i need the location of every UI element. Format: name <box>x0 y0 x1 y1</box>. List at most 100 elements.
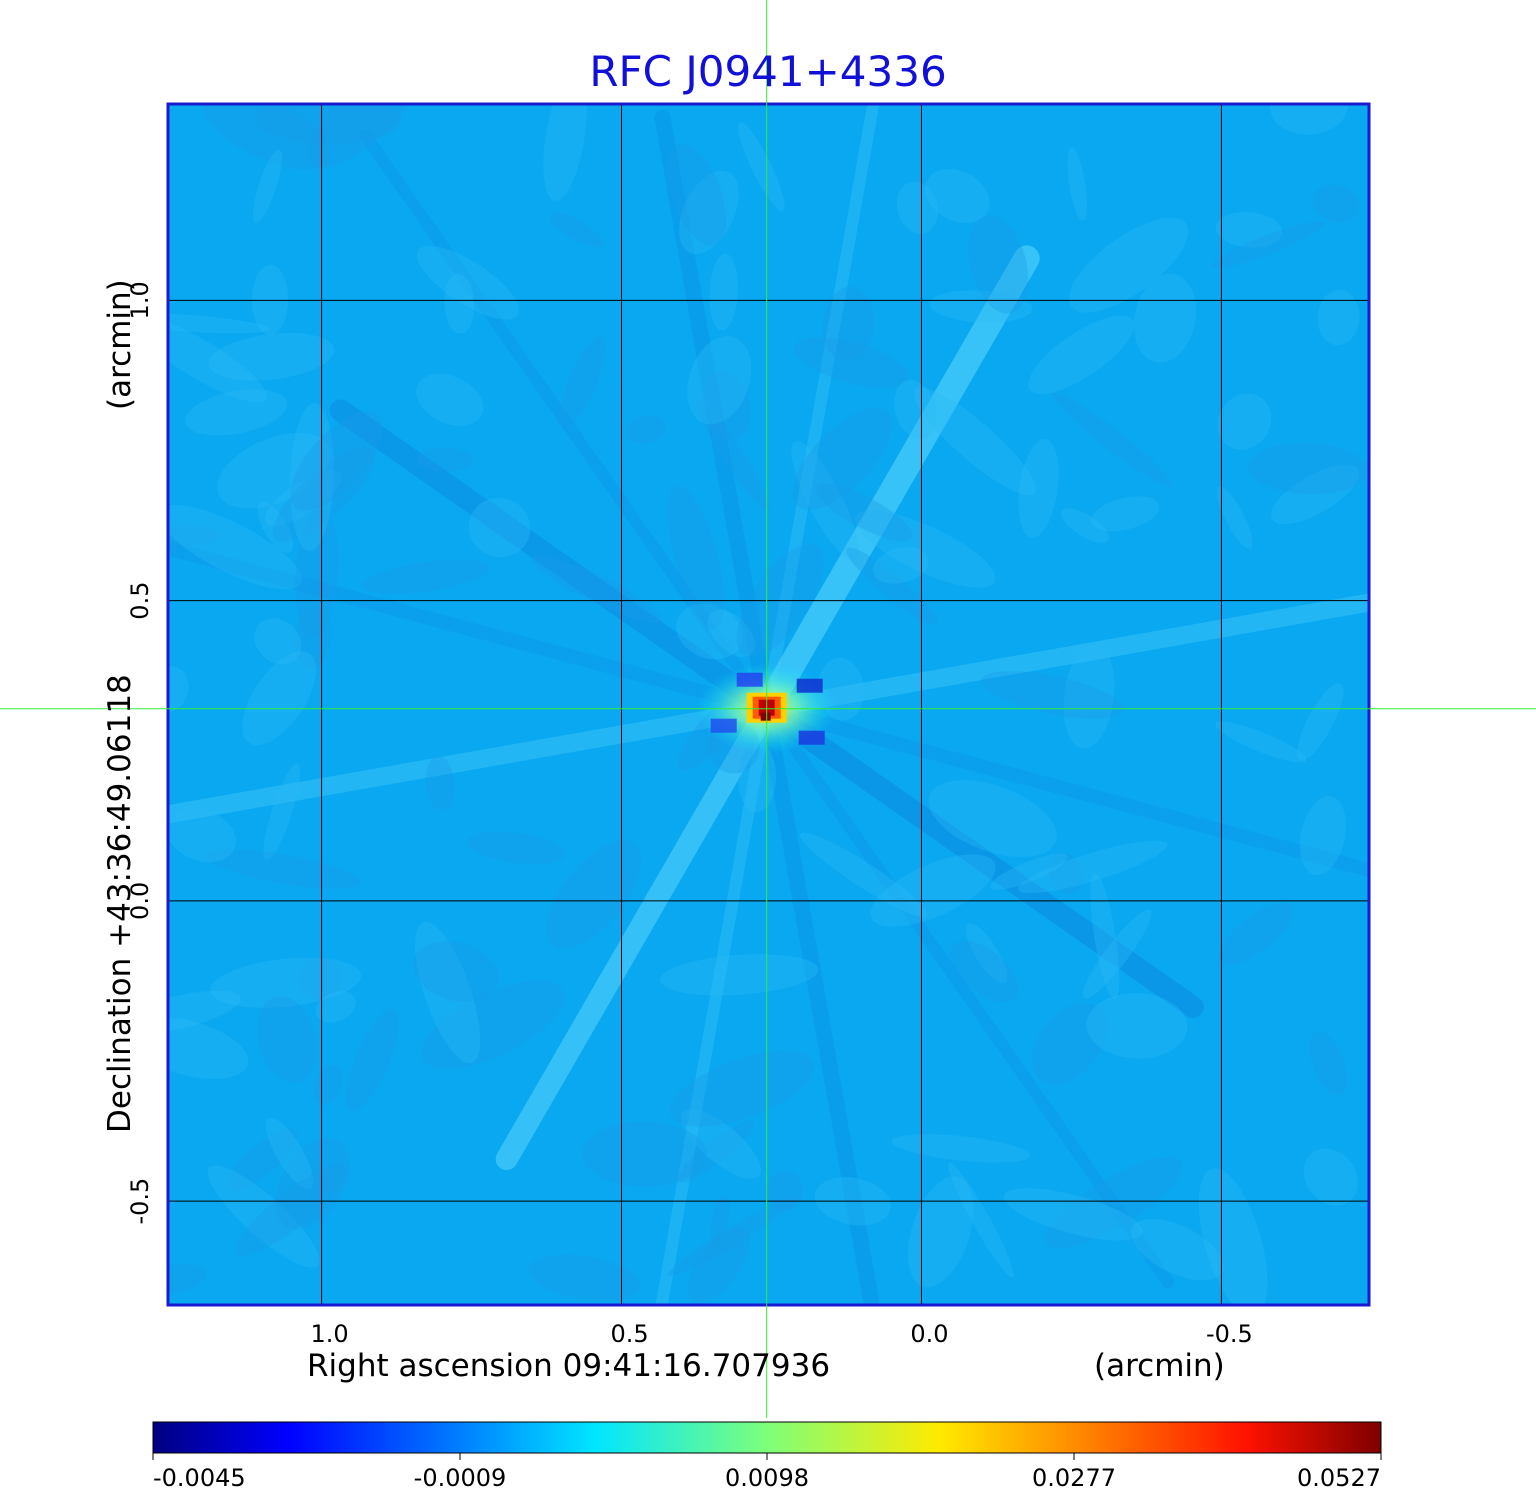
streak <box>753 245 1040 722</box>
mottle <box>210 957 362 1008</box>
y-tick-label: 1.0 <box>126 281 154 319</box>
mottle <box>168 313 270 334</box>
mottle <box>1018 438 1059 538</box>
mottle <box>894 380 937 440</box>
mottle <box>263 763 301 861</box>
mottle <box>854 510 996 588</box>
source-core-max <box>760 712 771 721</box>
mottle <box>185 389 288 436</box>
mottle <box>254 618 302 665</box>
mottle <box>696 399 770 510</box>
mottle <box>968 215 1029 314</box>
mottle <box>669 1050 815 1127</box>
streak <box>168 699 776 824</box>
mottle <box>168 525 223 547</box>
streak <box>755 697 1204 1018</box>
mottle <box>217 432 331 509</box>
mottle <box>1048 852 1083 894</box>
mottle <box>468 497 531 558</box>
mottle <box>677 1120 755 1183</box>
y-tick-label: 0.5 <box>126 582 154 620</box>
mottle <box>415 921 481 1064</box>
x-axis-unit: (arcmin) <box>1094 1348 1225 1384</box>
mottle <box>416 447 473 472</box>
colorbar-tick-label: 0.0098 <box>725 1464 809 1492</box>
mottle <box>308 104 429 168</box>
mottle <box>530 554 662 623</box>
streak <box>168 541 774 716</box>
y-axis-label: Declination +43:36:49.06118 <box>102 674 138 1133</box>
mottle <box>168 1264 207 1295</box>
mottle <box>667 1196 798 1277</box>
mottle <box>1018 840 1168 894</box>
mottle <box>1061 508 1110 543</box>
mottle <box>822 286 875 362</box>
streak <box>654 109 775 717</box>
mottle <box>1067 147 1088 221</box>
mottle <box>896 181 938 234</box>
mottle <box>168 1017 249 1079</box>
mottle <box>416 245 520 320</box>
mottle <box>1248 442 1368 495</box>
negative-lobe <box>736 672 763 687</box>
mottle <box>315 991 356 1023</box>
streak <box>495 697 778 1171</box>
mottle <box>226 1128 298 1191</box>
mottle <box>667 143 726 246</box>
mottle <box>1028 315 1135 395</box>
mottle <box>242 651 317 746</box>
mottle <box>235 1164 346 1257</box>
mottle <box>660 954 819 996</box>
x-tick-label: -0.5 <box>1206 1320 1253 1348</box>
mottle <box>925 168 990 224</box>
mottle <box>709 253 738 331</box>
mottle <box>168 990 241 1034</box>
mottle <box>679 170 739 254</box>
mottle <box>294 606 332 669</box>
mottle <box>546 840 642 949</box>
mottle <box>275 1138 350 1230</box>
mottle <box>687 1227 750 1304</box>
mottle <box>891 1134 1031 1163</box>
mottle <box>681 1108 761 1179</box>
mottle <box>208 332 335 381</box>
mottle <box>965 923 1008 984</box>
negative-lobe <box>798 730 825 745</box>
x-axis-label: Right ascension 09:41:16.707936 <box>307 1348 830 1384</box>
streak <box>359 129 773 715</box>
mottle <box>667 484 724 630</box>
y-tick-label: -0.5 <box>126 1178 154 1225</box>
mottle <box>1217 486 1253 549</box>
mottle <box>792 407 893 510</box>
mottle <box>702 371 751 441</box>
mottle <box>870 854 996 927</box>
x-tick-labels: 1.0 0.5 0.0 -0.5 <box>310 1320 1252 1348</box>
mottle <box>257 996 317 1083</box>
negative-lobe <box>710 718 737 733</box>
mottle <box>1217 393 1272 450</box>
mottle <box>289 403 334 552</box>
x-tick-label: 1.0 <box>310 1320 348 1348</box>
mottle <box>168 505 302 590</box>
mottle <box>1052 392 1172 487</box>
y-axis-unit: (arcmin) <box>102 279 138 410</box>
heatmap-texture <box>168 104 1369 1305</box>
mottle <box>1063 643 1115 749</box>
mottle <box>253 149 282 223</box>
crosshair <box>0 0 1536 1418</box>
mottle <box>1219 902 1294 965</box>
mottle <box>444 273 475 334</box>
mottle <box>207 1165 320 1268</box>
mottle <box>1270 104 1348 135</box>
negative-lobe <box>796 678 823 693</box>
grid-lines <box>168 104 1369 1305</box>
y-tick-labels: 1.0 0.5 0.0 -0.5 <box>126 281 154 1224</box>
streak <box>760 702 1175 1289</box>
mottle <box>1091 496 1160 532</box>
colorbar-tick-label: 0.0277 <box>1032 1464 1116 1492</box>
mottle <box>981 671 1124 719</box>
mottle <box>1271 464 1360 525</box>
mottle <box>273 447 376 542</box>
mottle <box>676 603 743 660</box>
